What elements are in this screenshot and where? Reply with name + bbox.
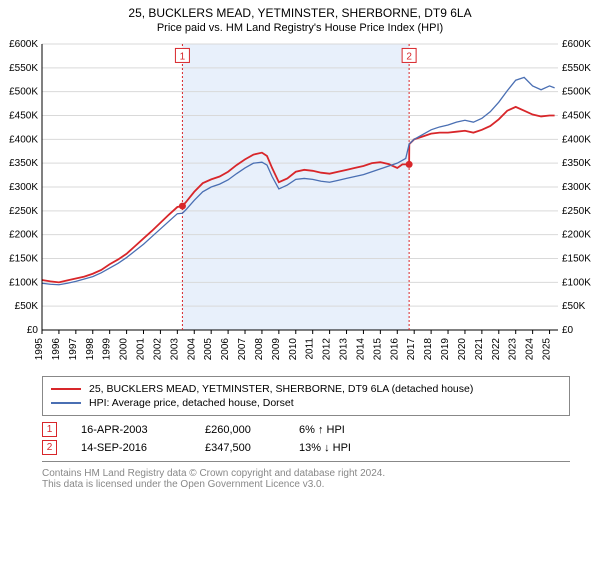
- svg-text:2001: 2001: [136, 338, 147, 361]
- svg-text:1: 1: [180, 51, 186, 62]
- tx-date: 16-APR-2003: [81, 424, 181, 436]
- svg-text:2023: 2023: [508, 338, 519, 361]
- tx-marker-icon: 1: [42, 422, 57, 437]
- svg-text:£450K: £450K: [562, 111, 591, 122]
- svg-text:2002: 2002: [152, 338, 163, 361]
- svg-text:2007: 2007: [237, 338, 248, 361]
- svg-text:2010: 2010: [288, 338, 299, 361]
- price-chart: £0 £0 £50K £50K £100K £100K £150K £150K £200K £20…: [0, 40, 600, 370]
- legend-row-2: HPI: Average price, detached house, Dors…: [51, 397, 561, 409]
- legend-label-2: HPI: Average price, detached house, Dors…: [89, 397, 294, 409]
- svg-text:2000: 2000: [119, 338, 130, 361]
- svg-text:2005: 2005: [203, 338, 214, 361]
- svg-text:£350K: £350K: [562, 158, 591, 169]
- svg-text:1998: 1998: [85, 338, 96, 361]
- tx-diff: 13% ↓ HPI: [299, 442, 351, 454]
- svg-text:2018: 2018: [423, 338, 434, 361]
- svg-text:2012: 2012: [322, 338, 333, 361]
- svg-text:£200K: £200K: [562, 230, 591, 241]
- tx-price: £260,000: [205, 424, 275, 436]
- svg-text:£50K: £50K: [562, 301, 586, 312]
- svg-text:2004: 2004: [186, 338, 197, 361]
- footer-attribution: Contains HM Land Registry data © Crown c…: [42, 468, 570, 490]
- svg-text:£600K: £600K: [562, 40, 591, 50]
- svg-text:£100K: £100K: [562, 277, 591, 288]
- transaction-row: 2 14-SEP-2016 £347,500 13% ↓ HPI: [42, 440, 570, 455]
- svg-text:£50K: £50K: [15, 301, 39, 312]
- transactions-table: 1 16-APR-2003 £260,000 6% ↑ HPI 2 14-SEP-2016…: [42, 422, 570, 455]
- svg-text:2009: 2009: [271, 338, 282, 361]
- chart-subtitle: Price paid vs. HM Land Registry's House …: [0, 22, 600, 34]
- svg-text:£550K: £550K: [9, 63, 38, 74]
- transaction-row: 1 16-APR-2003 £260,000 6% ↑ HPI: [42, 422, 570, 437]
- legend-row-1: 25, BUCKLERS MEAD, YETMINSTER, SHERBORNE…: [51, 383, 561, 395]
- svg-text:2014: 2014: [355, 338, 366, 361]
- legend-swatch-2: [51, 402, 81, 404]
- svg-text:£350K: £350K: [9, 158, 38, 169]
- svg-text:2006: 2006: [220, 338, 231, 361]
- svg-text:2021: 2021: [474, 338, 485, 361]
- svg-text:1995: 1995: [34, 338, 45, 361]
- svg-text:2017: 2017: [406, 338, 417, 361]
- chart-container: £0 £0 £50K £50K £100K £100K £150K £150K £200K £20…: [0, 40, 600, 370]
- legend-swatch-1: [51, 388, 81, 390]
- svg-text:£300K: £300K: [562, 182, 591, 193]
- footer-line-1: Contains HM Land Registry data © Crown c…: [42, 468, 570, 479]
- divider: [42, 461, 570, 462]
- svg-text:£500K: £500K: [562, 87, 591, 98]
- svg-text:2025: 2025: [542, 338, 553, 361]
- svg-text:2019: 2019: [440, 338, 451, 361]
- tx-price: £347,500: [205, 442, 275, 454]
- tx-diff: 6% ↑ HPI: [299, 424, 345, 436]
- svg-text:2011: 2011: [305, 338, 316, 360]
- svg-text:£150K: £150K: [9, 254, 38, 265]
- svg-text:2016: 2016: [389, 338, 400, 361]
- svg-text:2022: 2022: [491, 338, 502, 361]
- legend-label-1: 25, BUCKLERS MEAD, YETMINSTER, SHERBORNE…: [89, 383, 473, 395]
- svg-text:1999: 1999: [102, 338, 113, 361]
- svg-text:£550K: £550K: [562, 63, 591, 74]
- svg-text:2024: 2024: [525, 338, 536, 361]
- tx-date: 14-SEP-2016: [81, 442, 181, 454]
- svg-text:£0: £0: [562, 325, 574, 336]
- svg-text:2: 2: [406, 51, 412, 62]
- svg-text:£300K: £300K: [9, 182, 38, 193]
- svg-text:2020: 2020: [457, 338, 468, 361]
- footer-line-2: This data is licensed under the Open Gov…: [42, 479, 570, 490]
- svg-text:£200K: £200K: [9, 230, 38, 241]
- chart-title: 25, BUCKLERS MEAD, YETMINSTER, SHERBORNE…: [0, 6, 600, 20]
- svg-text:2008: 2008: [254, 338, 265, 361]
- svg-text:£150K: £150K: [562, 254, 591, 265]
- svg-text:1997: 1997: [68, 338, 79, 361]
- svg-text:£250K: £250K: [9, 206, 38, 217]
- svg-text:2003: 2003: [169, 338, 180, 361]
- svg-text:£250K: £250K: [562, 206, 591, 217]
- svg-text:1996: 1996: [51, 338, 62, 361]
- svg-text:2015: 2015: [372, 338, 383, 361]
- svg-text:£400K: £400K: [9, 134, 38, 145]
- svg-text:£500K: £500K: [9, 87, 38, 98]
- tx-marker-icon: 2: [42, 440, 57, 455]
- svg-text:2013: 2013: [339, 338, 350, 361]
- legend-box: 25, BUCKLERS MEAD, YETMINSTER, SHERBORNE…: [42, 376, 570, 416]
- svg-text:£600K: £600K: [9, 40, 38, 50]
- svg-text:£450K: £450K: [9, 111, 38, 122]
- svg-text:£100K: £100K: [9, 277, 38, 288]
- svg-text:£400K: £400K: [562, 134, 591, 145]
- svg-text:£0: £0: [27, 325, 39, 336]
